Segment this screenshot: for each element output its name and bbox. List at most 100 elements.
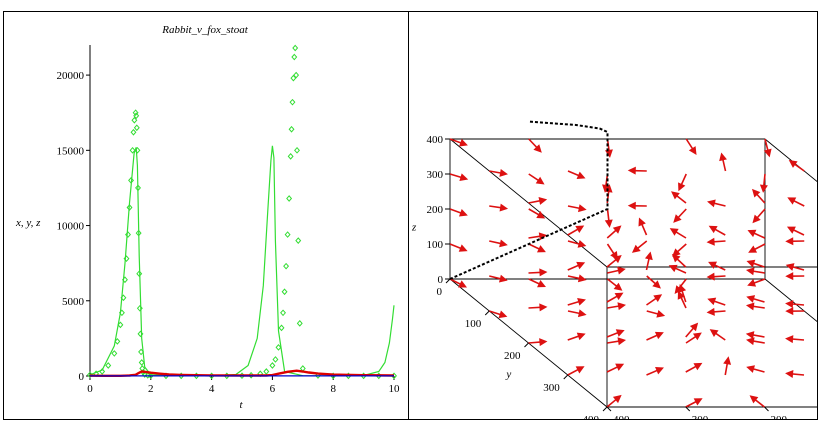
data-point: [120, 294, 127, 302]
arrow-head: [604, 149, 613, 158]
data-point: [295, 237, 302, 244]
arrow-head: [575, 366, 585, 374]
field-arrow: [489, 168, 508, 177]
data-point: [117, 321, 124, 329]
arrow-head: [655, 366, 664, 375]
field-arrow: [646, 366, 664, 376]
arrow-head: [459, 173, 469, 182]
field-arrow: [528, 196, 548, 205]
arrow-head: [615, 329, 625, 337]
arrow-head: [612, 394, 622, 404]
arrow-head: [785, 237, 794, 246]
arrow-head: [707, 297, 717, 306]
arrow-head: [533, 144, 542, 153]
arrow-head: [785, 300, 794, 309]
arrow-head: [668, 264, 678, 273]
field-arrow: [646, 294, 663, 306]
arrow-head: [689, 322, 699, 332]
data-point: [141, 371, 148, 378]
field-arrow: [646, 331, 664, 341]
arrow-head: [673, 214, 682, 223]
field-arrow: [785, 307, 805, 316]
arrow-head: [678, 283, 687, 293]
arrow-head: [709, 329, 719, 337]
arrow-head: [539, 338, 548, 347]
z-tick-label: 400: [427, 134, 444, 146]
arrow-head: [638, 217, 646, 227]
x-axis-label: t: [239, 399, 243, 411]
field-arrow: [674, 278, 687, 294]
field-arrow: [602, 173, 610, 193]
field-arrow: [759, 173, 768, 193]
field-arrow: [747, 278, 766, 287]
field-arrow: [567, 274, 587, 283]
arrow-head: [785, 263, 795, 271]
arrow-head: [617, 266, 626, 275]
direction-field: [449, 138, 805, 408]
data-point: [136, 270, 143, 278]
data-point: [132, 109, 139, 117]
arrow-head: [785, 335, 794, 344]
arrow-head: [706, 237, 715, 246]
arrow-head: [745, 267, 755, 276]
data-point: [294, 146, 300, 154]
field-arrow: [606, 254, 622, 268]
field-arrow: [708, 225, 726, 236]
data-point: [131, 116, 138, 124]
field-arrow: [678, 173, 687, 192]
field-arrow: [604, 138, 613, 158]
field-arrow: [685, 138, 697, 155]
data-point: [278, 324, 285, 332]
field-arrow: [528, 278, 546, 288]
right-chart-3d: 010020030040001002003004000100200300400y…: [411, 120, 817, 419]
arrow-head: [708, 261, 718, 269]
field-arrow: [719, 152, 727, 172]
field-arrow: [607, 266, 626, 275]
series-diamonds-1: [87, 44, 397, 380]
field-arrow: [709, 329, 726, 341]
field-arrow: [669, 228, 687, 239]
arrow-head: [785, 369, 794, 378]
arrow-head: [615, 363, 625, 371]
data-point: [121, 276, 128, 284]
arrow-head: [539, 268, 548, 277]
panel-divider: [408, 11, 409, 420]
field-arrow: [786, 226, 805, 236]
data-point: [138, 348, 145, 356]
x-tick-label: 2: [148, 383, 154, 395]
data-point: [130, 128, 137, 136]
field-arrow: [752, 208, 766, 224]
y-tick-label: 5000: [62, 296, 85, 308]
box-edge: [764, 278, 817, 322]
field-arrow: [489, 310, 508, 319]
field-arrow: [763, 138, 772, 158]
field-arrow: [607, 278, 623, 291]
field-arrow: [668, 264, 687, 274]
field-arrow: [627, 201, 647, 210]
x-tick-label: 10: [389, 383, 401, 395]
arrow-head: [785, 272, 794, 281]
series-line-0: [89, 145, 395, 377]
field-arrow: [449, 243, 468, 252]
arrow-head: [602, 184, 610, 193]
data-point: [87, 371, 93, 379]
arrow-head: [577, 298, 586, 306]
trajectory-line: [449, 120, 609, 280]
data-point: [136, 304, 143, 312]
y-tick-label: 0: [79, 371, 85, 383]
field-arrow: [528, 338, 548, 347]
chart-title: Rabbit_v_fox_stoat: [161, 24, 248, 36]
arrow-head: [678, 182, 686, 192]
field-arrow: [489, 239, 508, 248]
data-point: [99, 368, 106, 375]
field-arrow: [528, 243, 546, 253]
field-arrow: [708, 261, 726, 271]
data-point: [291, 53, 298, 61]
field-arrow: [748, 243, 766, 253]
data-point: [284, 231, 291, 238]
arrow-head: [537, 279, 546, 288]
axes: 0 2 4 6 8 10 0 5000 10000 15000 20000: [57, 45, 401, 395]
data-point: [111, 350, 118, 357]
field-arrow: [746, 365, 765, 373]
y-tick: [524, 342, 529, 348]
